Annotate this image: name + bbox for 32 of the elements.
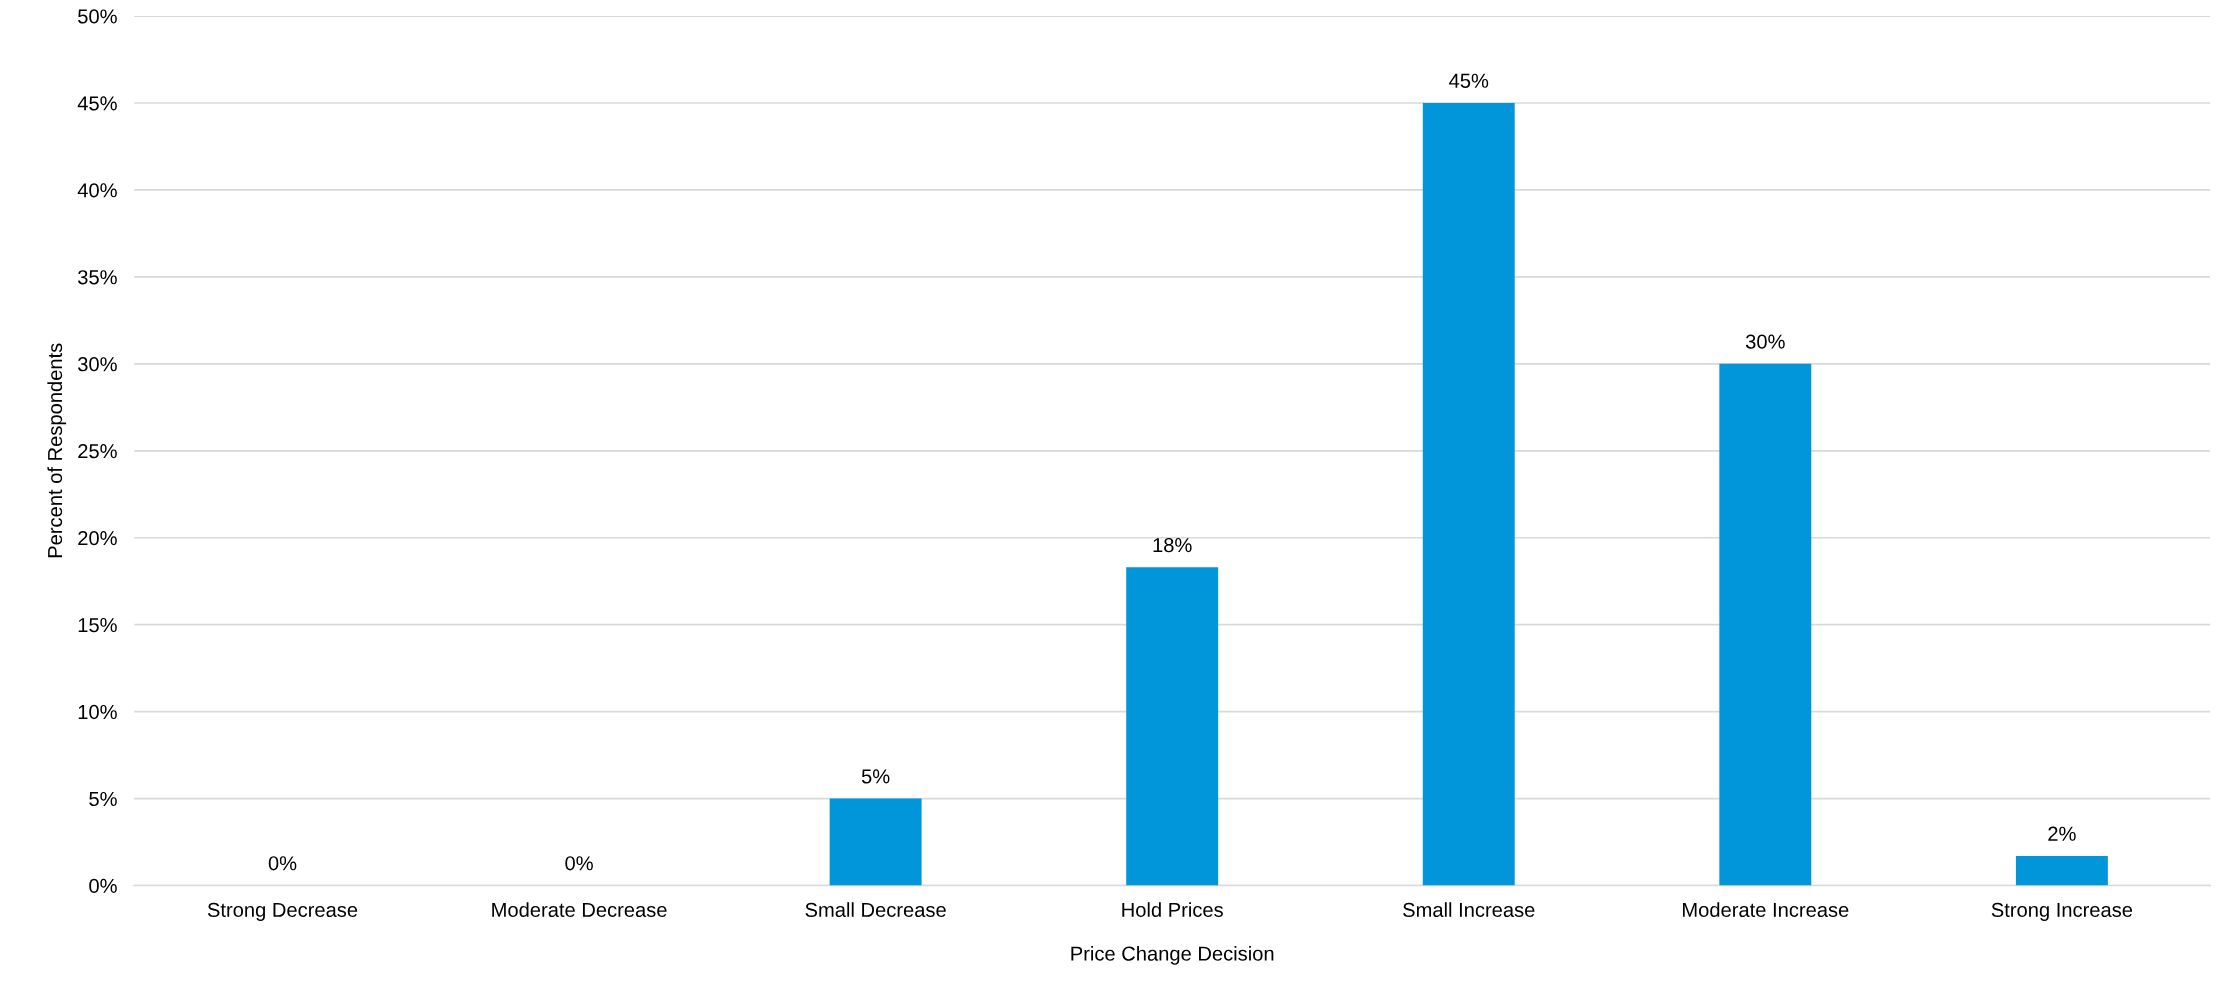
- data-label: 0%: [565, 856, 593, 871]
- bar: [2015, 855, 2108, 886]
- data-label: 30%: [1745, 334, 1785, 349]
- y-tick-label: 5%: [89, 791, 117, 807]
- bar: [1422, 103, 1515, 886]
- x-tick-label: Strong Increase: [1991, 902, 2133, 921]
- x-tick-label: Moderate Decrease: [492, 902, 667, 917]
- y-tick-label: 40%: [77, 183, 117, 198]
- bar: [1126, 567, 1219, 886]
- x-axis-title: Price Change Decision: [1071, 945, 1274, 965]
- y-tick-label: 10%: [78, 704, 117, 720]
- y-tick-label: 30%: [78, 357, 117, 372]
- data-label: 45%: [1449, 73, 1489, 88]
- x-tick-label: Moderate Increase: [1683, 902, 1849, 917]
- x-tick-label: Hold Prices: [1122, 902, 1223, 917]
- x-tick-label: Small Increase: [1403, 902, 1535, 917]
- data-label: 0%: [268, 856, 297, 871]
- data-label: 5%: [861, 769, 890, 784]
- y-tick-label: 35%: [78, 270, 117, 285]
- bar: [829, 798, 922, 886]
- data-label: 18%: [1153, 537, 1192, 553]
- y-tick-label: 45%: [77, 96, 117, 111]
- x-tick-label: Small Decrease: [805, 902, 946, 917]
- x-tick-label: Strong Decrease: [207, 902, 358, 921]
- y-tick-label: 50%: [78, 9, 117, 24]
- y-tick-label: 25%: [78, 444, 117, 459]
- y-tick-label: 15%: [78, 618, 117, 633]
- y-tick-label: 20%: [78, 530, 117, 546]
- bar: [1719, 363, 1812, 886]
- data-label: 2%: [2048, 826, 2076, 841]
- y-axis-title: Percent of Respondents: [47, 343, 67, 558]
- y-tick-label: 0%: [89, 878, 117, 894]
